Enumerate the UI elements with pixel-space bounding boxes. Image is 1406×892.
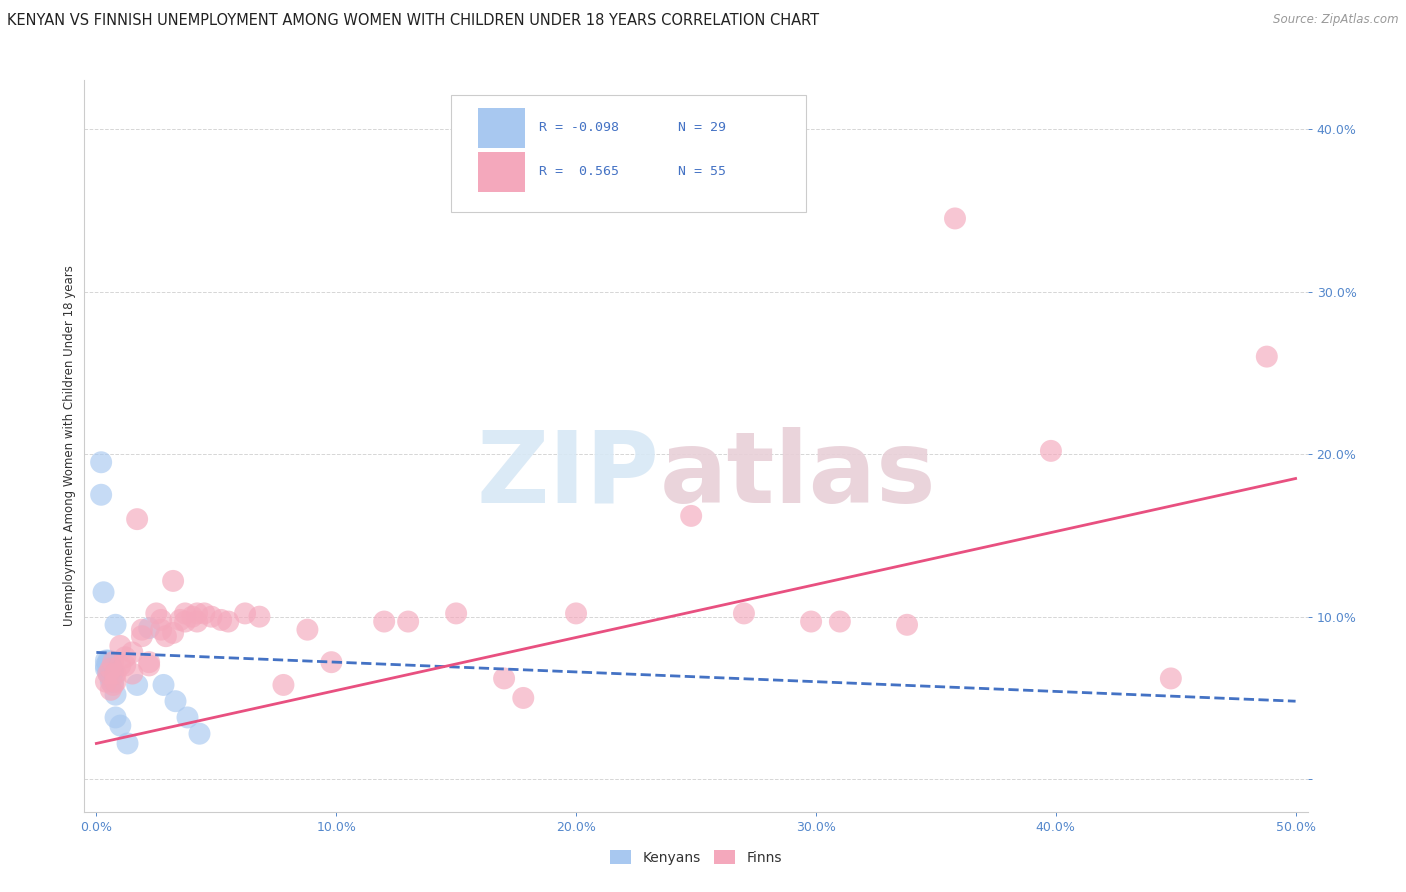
Point — [444, 607, 467, 621]
Point — [100, 662, 122, 676]
Text: N = 55: N = 55 — [678, 165, 725, 178]
Point — [186, 615, 208, 629]
Point — [200, 609, 222, 624]
Point — [127, 512, 149, 526]
Text: R =  0.565: R = 0.565 — [540, 165, 620, 178]
Point — [396, 615, 419, 629]
Point — [104, 674, 127, 689]
Point — [94, 662, 117, 676]
Point — [150, 613, 173, 627]
Point — [90, 488, 112, 502]
Point — [188, 727, 211, 741]
Point — [176, 710, 198, 724]
Point — [297, 623, 319, 637]
Point — [104, 617, 127, 632]
Legend: Kenyans, Finns: Kenyans, Finns — [605, 845, 787, 871]
Point — [114, 658, 136, 673]
Point — [97, 666, 120, 681]
Point — [1039, 443, 1062, 458]
Point — [800, 615, 823, 629]
Point — [152, 678, 174, 692]
Point — [121, 666, 143, 681]
Point — [162, 626, 184, 640]
Point — [145, 607, 167, 621]
Point — [373, 615, 395, 629]
Point — [100, 682, 122, 697]
Point — [100, 658, 122, 673]
Point — [896, 617, 918, 632]
Point — [138, 655, 160, 669]
Point — [233, 607, 256, 621]
Point — [114, 650, 136, 665]
Point — [150, 623, 173, 637]
Point — [186, 607, 208, 621]
Point — [209, 613, 232, 627]
Bar — [478, 108, 524, 148]
Point — [512, 690, 534, 705]
Point — [97, 658, 120, 673]
Point — [169, 613, 191, 627]
Point — [127, 678, 149, 692]
Point — [681, 508, 703, 523]
Point — [943, 211, 966, 226]
Point — [155, 629, 177, 643]
Point — [162, 574, 184, 588]
Point — [273, 678, 295, 692]
Point — [217, 615, 239, 629]
Point — [100, 662, 122, 676]
Text: R = -0.098: R = -0.098 — [540, 121, 620, 135]
Point — [174, 607, 197, 621]
Point — [1256, 350, 1278, 364]
Point — [565, 607, 588, 621]
Point — [100, 674, 122, 689]
Point — [97, 666, 120, 681]
Point — [97, 654, 120, 668]
Point — [104, 688, 127, 702]
Point — [90, 455, 112, 469]
Point — [321, 655, 343, 669]
Point — [101, 674, 124, 689]
Point — [100, 666, 122, 681]
Point — [131, 623, 153, 637]
Point — [110, 718, 132, 732]
Point — [174, 615, 197, 629]
Point — [94, 654, 117, 668]
Y-axis label: Unemployment Among Women with Children Under 18 years: Unemployment Among Women with Children U… — [63, 266, 76, 626]
Point — [181, 609, 204, 624]
Bar — [478, 152, 524, 192]
Point — [117, 736, 139, 750]
Point — [93, 585, 115, 599]
Point — [165, 694, 187, 708]
Point — [101, 665, 124, 679]
Point — [101, 678, 124, 692]
Point — [94, 658, 117, 673]
Point — [101, 655, 124, 669]
Point — [110, 658, 132, 673]
Point — [121, 645, 143, 659]
Point — [97, 663, 120, 677]
Point — [494, 672, 516, 686]
Text: atlas: atlas — [659, 426, 936, 524]
Point — [1160, 672, 1182, 686]
Text: Source: ZipAtlas.com: Source: ZipAtlas.com — [1274, 13, 1399, 27]
Point — [94, 674, 117, 689]
Point — [100, 672, 122, 686]
Text: KENYAN VS FINNISH UNEMPLOYMENT AMONG WOMEN WITH CHILDREN UNDER 18 YEARS CORRELAT: KENYAN VS FINNISH UNEMPLOYMENT AMONG WOM… — [7, 13, 820, 29]
Point — [249, 609, 271, 624]
Point — [104, 666, 127, 681]
Point — [104, 710, 127, 724]
Point — [110, 639, 132, 653]
Point — [97, 655, 120, 669]
Point — [733, 607, 755, 621]
FancyBboxPatch shape — [451, 95, 806, 212]
Text: ZIP: ZIP — [477, 426, 659, 524]
Text: N = 29: N = 29 — [678, 121, 725, 135]
Point — [828, 615, 851, 629]
Point — [138, 658, 160, 673]
Point — [138, 621, 160, 635]
Point — [193, 607, 215, 621]
Point — [131, 629, 153, 643]
